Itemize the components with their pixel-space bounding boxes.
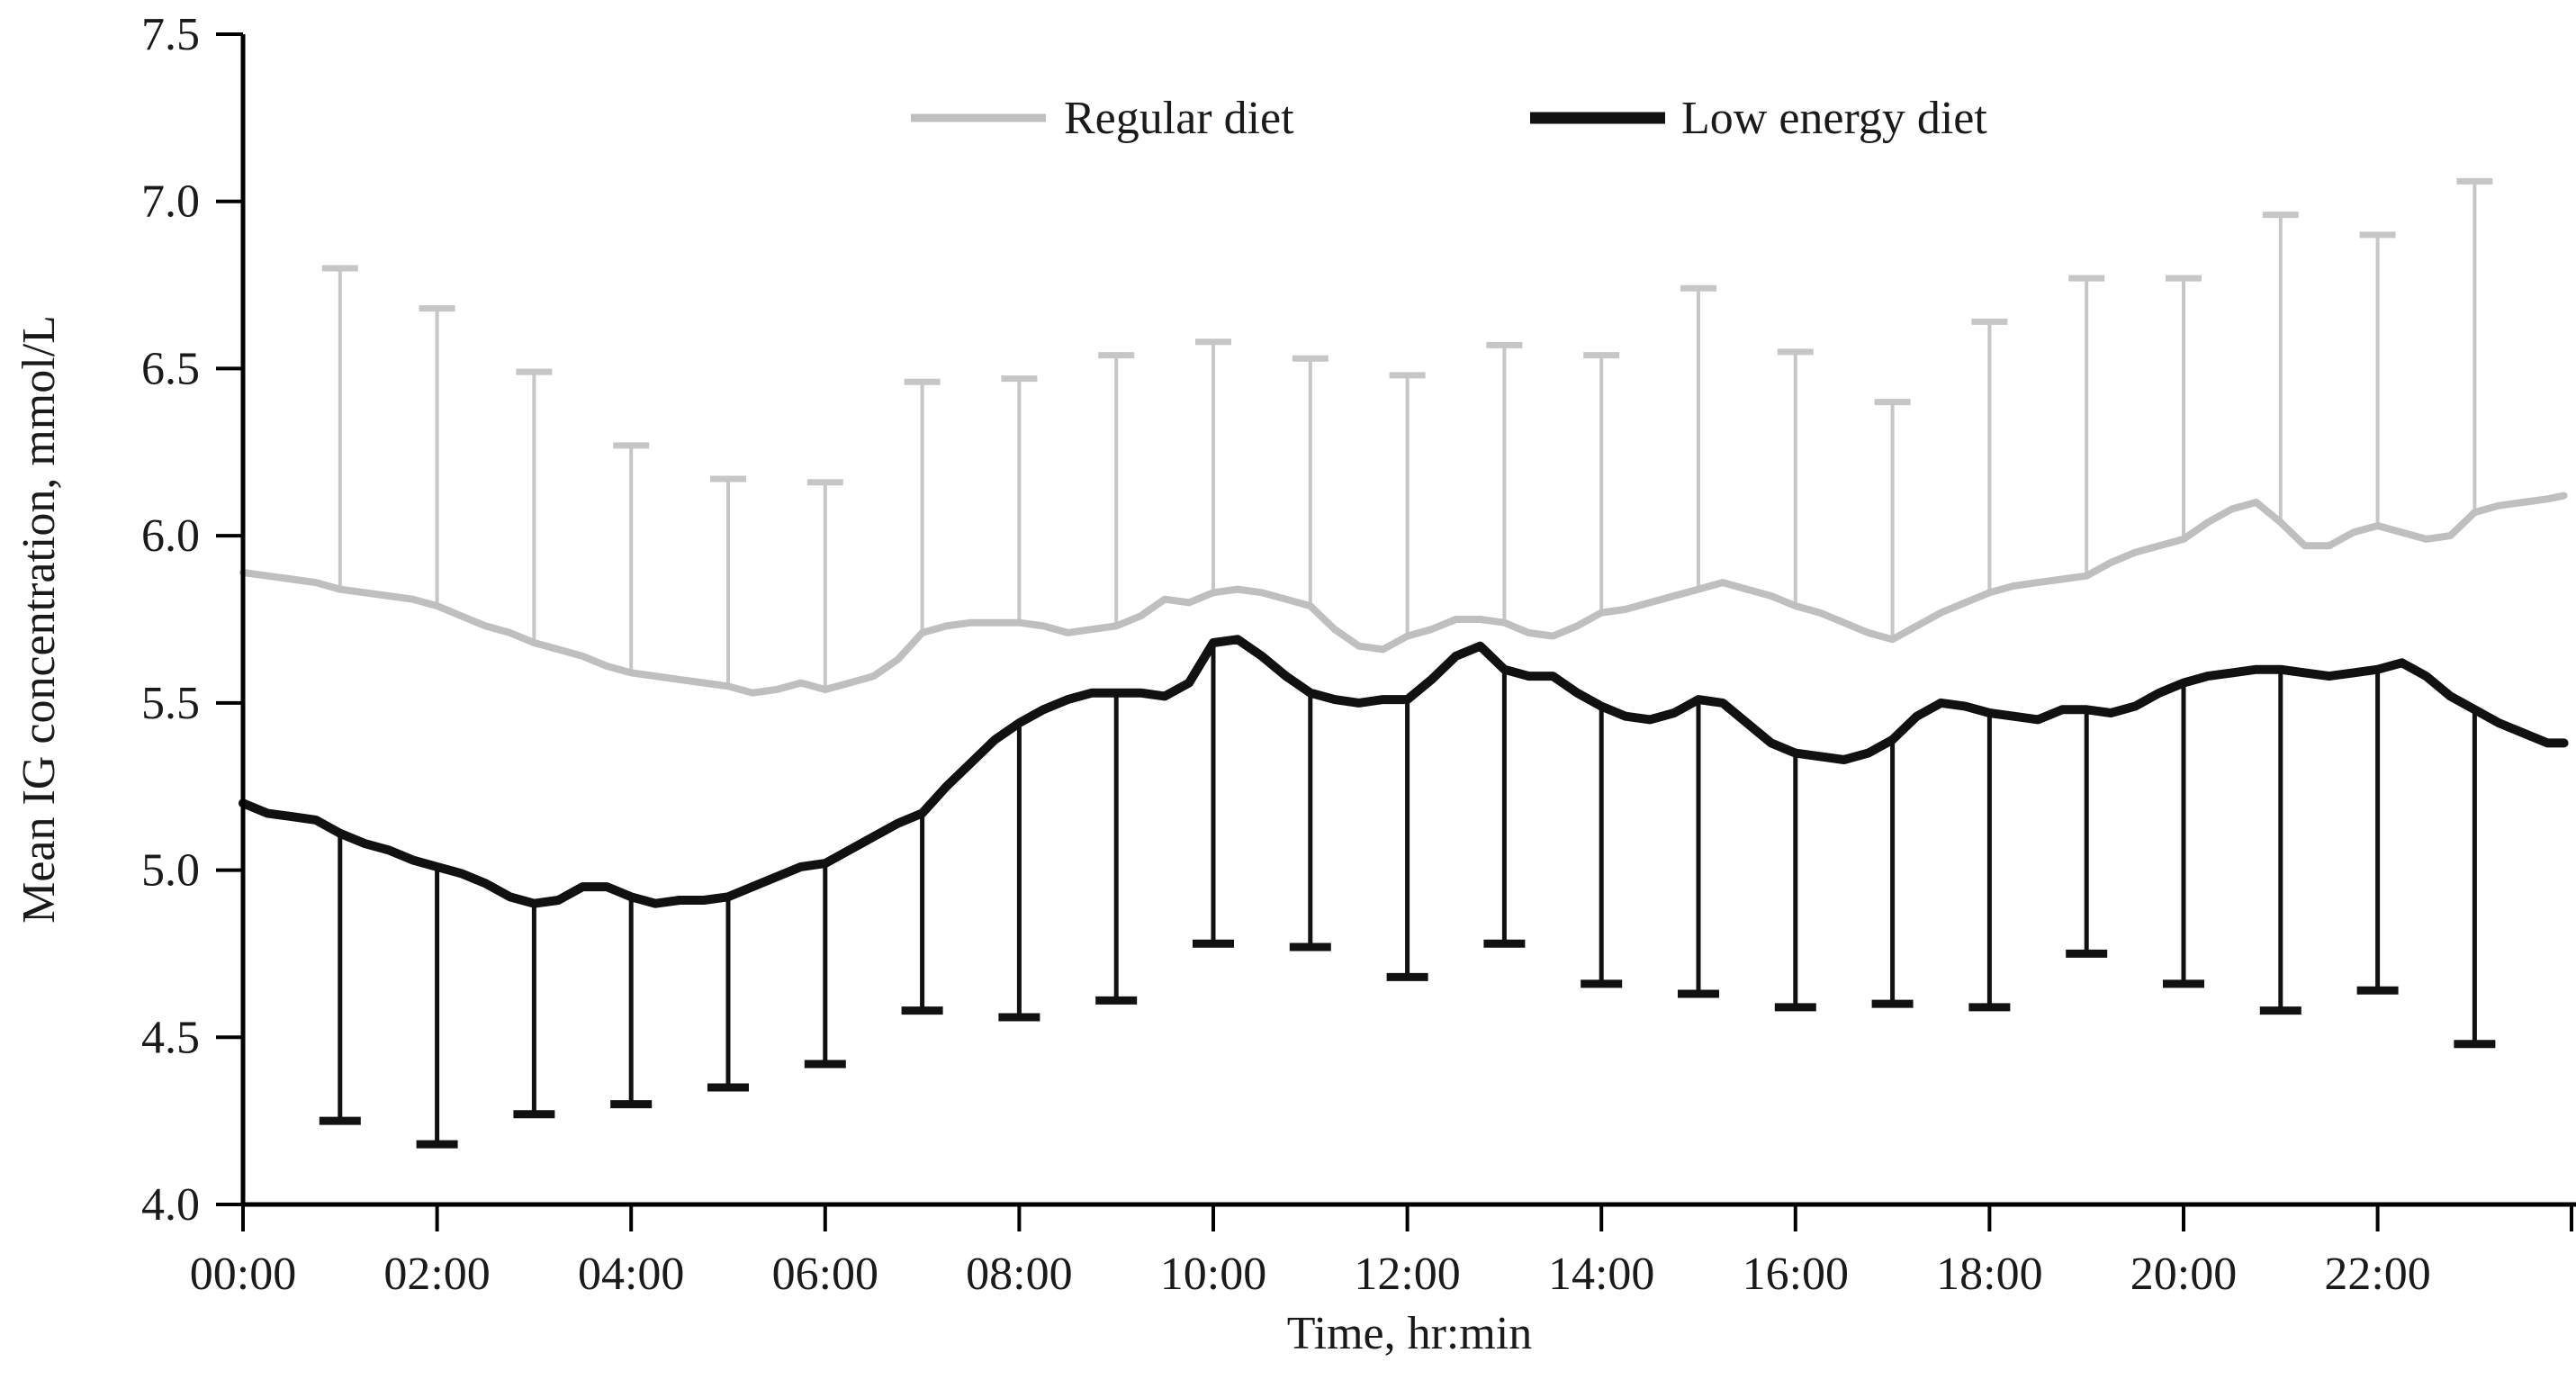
- x-tick-label: 12:00: [1354, 1249, 1460, 1300]
- x-tick-label: 04:00: [578, 1249, 684, 1300]
- x-tick-label: 20:00: [2130, 1249, 2237, 1300]
- y-axis-title: Mean IG concentration, mmol/L: [14, 315, 65, 924]
- y-tick-label: 6.5: [141, 343, 200, 394]
- y-tick-label: 5.0: [141, 845, 200, 897]
- legend: Regular diet Low energy diet: [911, 93, 1987, 144]
- y-tick-label: 5.5: [141, 678, 200, 729]
- low-energy-diet-error-bars: [319, 643, 2496, 1149]
- legend-label-low-energy-diet: Low energy diet: [1681, 93, 1987, 144]
- y-tick-label: 7.0: [141, 176, 200, 228]
- y-tick-label: 6.0: [141, 510, 200, 562]
- x-axis-title: Time, hr:min: [1287, 1308, 1533, 1359]
- low-energy-diet-line: [239, 635, 2569, 908]
- legend-label-regular-diet: Regular diet: [1064, 93, 1294, 144]
- plot-area: 4.0 4.5 5.0 5.5 6.0 6.5 7.0 7.5 00:00 02:00 04:00 0…: [141, 9, 2576, 1300]
- x-tick-label: 10:00: [1160, 1249, 1266, 1300]
- x-tick-label: 22:00: [2324, 1249, 2430, 1300]
- x-tick-label: 00:00: [190, 1249, 296, 1300]
- x-tick-label: 16:00: [1743, 1249, 1849, 1300]
- y-tick-label: 7.5: [141, 9, 200, 60]
- regular-diet-error-bars: [321, 177, 2493, 690]
- regular-diet-line: [239, 492, 2568, 697]
- x-tick-label: 02:00: [383, 1249, 490, 1300]
- x-tick-label: 18:00: [1936, 1249, 2042, 1300]
- x-tick-label: 14:00: [1548, 1249, 1654, 1300]
- x-tick-label: 06:00: [772, 1249, 878, 1300]
- x-tick-label: 08:00: [966, 1249, 1072, 1300]
- y-tick-label: 4.0: [141, 1179, 200, 1231]
- y-tick-label: 4.5: [141, 1012, 200, 1063]
